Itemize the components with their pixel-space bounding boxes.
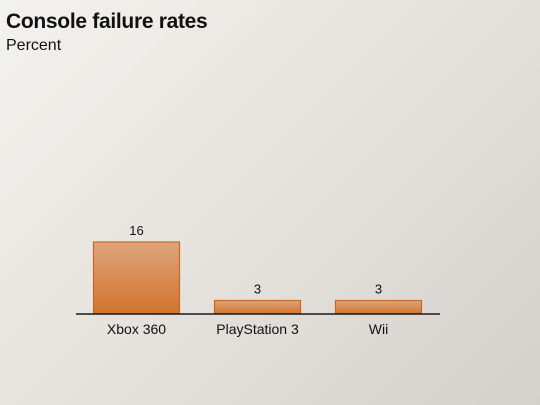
category-label-wii: Wii — [369, 321, 388, 337]
category-label-playstation-3: PlayStation 3 — [216, 321, 299, 337]
value-label-playstation-3: 3 — [254, 282, 261, 297]
value-label-xbox-360: 16 — [129, 223, 143, 238]
bars-group — [92, 241, 423, 315]
value-label-wii: 3 — [375, 282, 382, 297]
bar-xbox-360 — [92, 241, 181, 315]
category-label-xbox-360: Xbox 360 — [107, 321, 166, 337]
chart-title: Console failure rates — [6, 10, 208, 33]
labels-group: 16 Xbox 360 3 PlayStation 3 3 Wii — [107, 223, 388, 337]
bar-wii — [334, 299, 423, 315]
bar-playstation-3 — [213, 299, 302, 315]
chart-subtitle: Percent — [6, 37, 62, 54]
